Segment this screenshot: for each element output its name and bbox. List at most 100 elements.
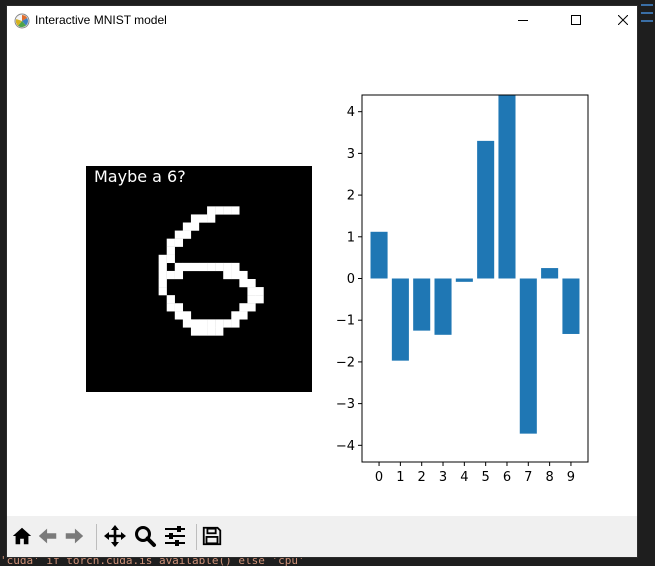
pan-icon — [104, 525, 126, 547]
x-tick-label: 7 — [524, 470, 532, 485]
digit-pixel — [190, 327, 200, 336]
save-icon — [202, 526, 222, 546]
back-icon — [38, 528, 57, 544]
digit-pixel — [199, 214, 208, 223]
matplotlib-app-icon — [14, 13, 30, 29]
digit-pixel — [182, 230, 192, 239]
toolbar-separator — [96, 524, 97, 550]
digit-pixel — [158, 279, 167, 288]
window-title: Interactive MNIST model — [35, 13, 167, 27]
digit-pixel — [166, 238, 175, 247]
y-tick-label: 3 — [347, 147, 355, 162]
home-button[interactable] — [10, 524, 34, 548]
digit-pixel — [207, 262, 216, 272]
digit-pixel — [255, 287, 264, 296]
editor-scrollbar[interactable] — [637, 0, 655, 566]
digit-pixel — [190, 319, 200, 328]
digit-pixel — [231, 262, 240, 272]
digit-pixel — [239, 311, 248, 320]
digit-pixel — [182, 311, 192, 320]
digit-pixel — [223, 206, 232, 215]
bar-8 — [541, 268, 559, 279]
digit-pixel — [231, 270, 240, 280]
bar-6 — [498, 95, 516, 279]
x-tick-label: 4 — [460, 470, 468, 485]
bar-5 — [477, 140, 495, 279]
x-tick-label: 8 — [545, 470, 553, 485]
digit-drawing[interactable] — [86, 166, 312, 392]
digit-pixel — [247, 303, 256, 312]
digit-pixel — [158, 262, 167, 272]
zoom-icon — [135, 526, 156, 547]
digit-pixel — [166, 295, 175, 304]
toolbar-separator — [196, 524, 197, 550]
digit-pixel — [239, 279, 248, 288]
close-button[interactable] — [600, 6, 646, 34]
digit-pixel — [239, 303, 248, 312]
forward-icon — [65, 528, 84, 544]
zoom-button[interactable] — [133, 524, 157, 548]
digit-pixel — [223, 270, 232, 280]
digit-pixel — [190, 222, 200, 231]
digit-pixel — [215, 206, 224, 215]
digit-pixel — [231, 206, 240, 215]
digit-pixel — [166, 303, 175, 312]
digit-image-axes[interactable]: Maybe a 6? — [86, 166, 312, 392]
bar-9 — [562, 278, 580, 334]
configure-subplots-icon — [165, 526, 185, 546]
y-tick-label: −3 — [336, 397, 355, 412]
y-tick-label: −1 — [336, 314, 355, 329]
digit-pixel — [174, 311, 184, 320]
digit-pixel — [174, 238, 184, 247]
digit-pixel — [182, 319, 192, 328]
digit-pixel — [190, 214, 200, 223]
digit-pixel — [231, 319, 240, 328]
y-tick-label: 0 — [347, 272, 355, 287]
bar-4 — [455, 278, 473, 282]
minimize-icon — [518, 20, 528, 21]
configure-subplots-button[interactable] — [163, 524, 187, 548]
digit-pixel — [231, 311, 240, 320]
digit-pixel — [223, 319, 232, 328]
figure-canvas[interactable]: Maybe a 6? −4 −3 −2 −1 0 1 2 3 4 0 1 2 3 4 5 6 7 8 9 — [7, 34, 637, 516]
bar-7 — [519, 278, 537, 434]
navigation-toolbar — [7, 516, 637, 557]
digit-pixel — [166, 270, 175, 280]
digit-pixel — [158, 270, 167, 280]
digit-pixel — [199, 327, 208, 336]
title-bar[interactable]: Interactive MNIST model — [7, 6, 637, 34]
x-tick-label: 2 — [418, 470, 426, 485]
prediction-caption: Maybe a 6? — [94, 167, 186, 186]
bar-0 — [370, 231, 388, 279]
digit-pixel — [255, 295, 264, 304]
minimize-button[interactable] — [500, 6, 546, 34]
pan-button[interactable] — [103, 524, 127, 548]
digit-pixel — [174, 270, 184, 280]
y-tick-label: 2 — [347, 189, 355, 204]
x-tick-label: 3 — [439, 470, 447, 485]
digit-pixel — [182, 262, 192, 272]
bar-2 — [413, 278, 431, 331]
digit-pixel — [190, 262, 200, 272]
digit-pixel — [182, 222, 192, 231]
digit-pixel — [247, 279, 256, 288]
y-tick-label: −2 — [336, 355, 355, 370]
back-button[interactable] — [36, 524, 60, 548]
digit-pixel — [199, 319, 208, 328]
digit-pixel — [158, 287, 167, 296]
x-tick-label: 6 — [503, 470, 511, 485]
x-tick-label: 9 — [567, 470, 575, 485]
bar-1 — [391, 278, 409, 361]
maximize-icon — [571, 15, 581, 25]
mnist-window: Interactive MNIST model Maybe a 6? −4 −3 −… — [7, 6, 637, 557]
y-tick-label: −4 — [336, 439, 355, 454]
forward-button[interactable] — [62, 524, 86, 548]
digit-pixel — [166, 246, 175, 255]
home-icon — [12, 527, 32, 545]
digit-pixel — [174, 303, 184, 312]
save-button[interactable] — [200, 524, 224, 548]
digit-pixel — [215, 262, 224, 272]
digit-pixel — [166, 254, 175, 264]
maximize-button[interactable] — [553, 6, 599, 34]
